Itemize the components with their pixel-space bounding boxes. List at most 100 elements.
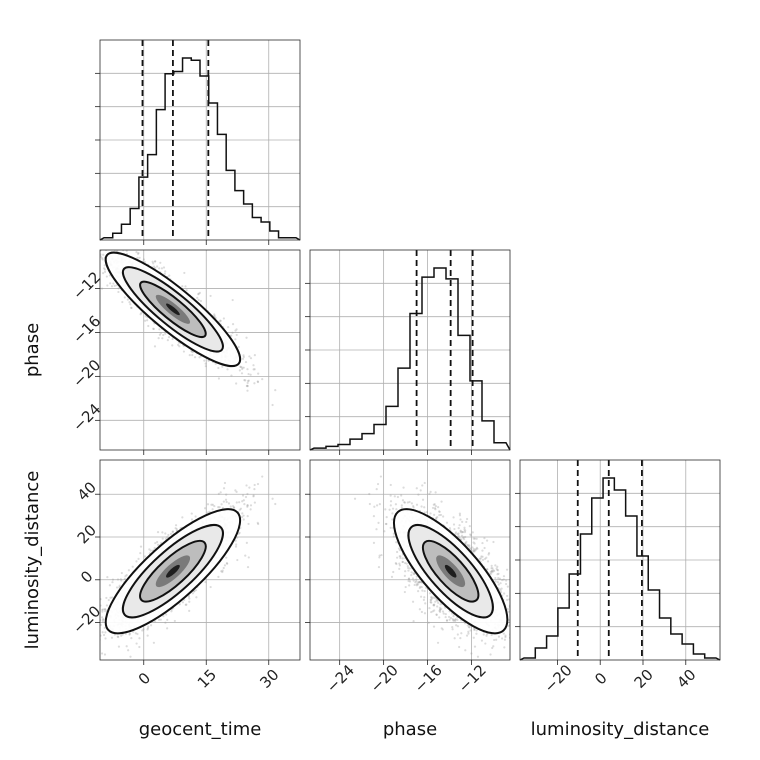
sample-point <box>274 389 277 392</box>
contour-line <box>139 280 207 339</box>
sample-point <box>239 365 243 369</box>
sample-point <box>178 603 181 606</box>
sample-point <box>103 653 107 656</box>
sample-point <box>246 505 249 508</box>
sample-point <box>102 618 105 621</box>
sample-point <box>253 368 256 371</box>
sample-point <box>246 368 249 371</box>
sample-point <box>222 317 225 320</box>
sample-point <box>242 514 245 517</box>
sample-point <box>222 566 225 570</box>
sample-point <box>219 491 222 494</box>
sample-point <box>83 229 85 231</box>
sample-point <box>183 271 186 275</box>
contour-line <box>104 251 242 368</box>
y-tick-label: −12 <box>69 268 104 303</box>
sample-point <box>238 531 241 534</box>
sample-point <box>130 306 133 309</box>
sample-point <box>164 621 167 624</box>
sample-point <box>123 577 126 580</box>
sample-point <box>96 263 98 265</box>
sample-point <box>171 530 175 533</box>
sample-point <box>94 241 96 243</box>
sample-point <box>105 241 107 243</box>
sample-point <box>146 628 149 631</box>
panel-frame <box>519 459 721 661</box>
sample-point <box>116 635 119 638</box>
sample-point <box>256 380 259 383</box>
sample-point <box>66 249 68 251</box>
sample-point <box>137 251 140 255</box>
sample-point <box>94 647 96 649</box>
sample-point <box>246 384 249 388</box>
sample-point <box>213 314 216 318</box>
panel-frame <box>309 249 511 451</box>
sample-point <box>271 403 274 407</box>
sample-point <box>159 332 162 335</box>
sample-point <box>185 603 188 606</box>
sample-point <box>166 339 169 342</box>
sample-point <box>252 364 255 367</box>
sample-point <box>153 546 156 550</box>
sample-point <box>230 334 233 337</box>
sample-point <box>120 634 123 637</box>
sample-point <box>102 253 105 256</box>
sample-point <box>249 504 253 507</box>
sample-point <box>136 252 140 255</box>
histogram-grid-geocent_time <box>100 40 300 240</box>
sample-point <box>235 333 238 337</box>
sample-point <box>162 266 166 269</box>
sample-point <box>274 502 277 506</box>
sample-point <box>170 610 173 613</box>
sample-point <box>146 634 149 637</box>
sample-point <box>95 625 97 627</box>
sample-point <box>167 336 171 339</box>
sample-point <box>154 260 157 263</box>
sample-point <box>92 637 94 639</box>
sample-point <box>232 506 236 509</box>
sample-point <box>88 632 90 634</box>
sample-point <box>222 487 226 490</box>
sample-point <box>94 635 96 637</box>
sample-point <box>242 366 245 369</box>
sample-point <box>199 299 203 303</box>
sample-point <box>97 265 99 267</box>
sample-point <box>234 539 237 542</box>
sample-point <box>96 640 98 642</box>
sample-point <box>195 596 198 599</box>
sample-point <box>242 518 245 521</box>
sample-point <box>246 565 250 569</box>
sample-point <box>78 234 80 236</box>
sample-point <box>146 319 149 322</box>
sample-point <box>217 366 220 370</box>
sample-point <box>244 554 247 557</box>
sample-point <box>105 275 108 278</box>
sample-point <box>197 292 200 295</box>
sample-point <box>101 258 104 261</box>
sample-point <box>249 357 253 360</box>
sample-point <box>207 359 210 362</box>
sample-point <box>227 502 231 505</box>
sample-point <box>226 562 229 565</box>
sample-point <box>95 247 97 249</box>
sample-point <box>140 311 143 315</box>
sample-point <box>100 253 102 256</box>
sample-point <box>152 327 155 331</box>
sample-point <box>246 492 249 496</box>
sample-point <box>129 303 132 306</box>
histogram-grid-phase <box>310 250 510 450</box>
panel-geocent_time-phase <box>66 229 277 407</box>
sample-point <box>225 556 228 559</box>
sample-point <box>242 499 245 502</box>
sample-point <box>99 244 101 246</box>
sample-point <box>102 633 106 637</box>
sample-point <box>241 366 244 369</box>
sample-point <box>217 575 220 578</box>
sample-point <box>129 655 132 658</box>
sample-point <box>184 603 187 606</box>
sample-point <box>147 324 150 328</box>
sample-point <box>106 231 108 233</box>
sample-point <box>121 300 124 304</box>
sample-point <box>142 258 145 261</box>
